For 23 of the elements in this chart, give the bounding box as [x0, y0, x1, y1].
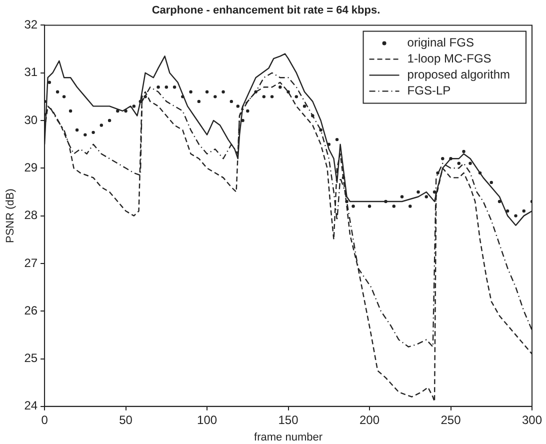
x-tick-label: 150 [278, 412, 299, 427]
legend-label: 1-loop MC-FGS [407, 52, 492, 66]
y-tick-label: 28 [24, 208, 38, 222]
y-tick-label: 26 [24, 303, 38, 318]
x-tick-label: 50 [119, 412, 133, 427]
legend-label: original FGS [407, 36, 474, 50]
x-tick-label: 100 [197, 412, 218, 427]
x-tick-label: 200 [360, 412, 380, 427]
y-tick-label: 25 [24, 351, 38, 366]
chart-title: Carphone - enhancement bit rate = 64 kbps. [152, 4, 380, 17]
y-axis-title: PSNR (dB) [4, 188, 17, 244]
y-tick-label: 31 [24, 65, 38, 80]
x-tick-label: 300 [522, 412, 542, 427]
y-tick-label: 29 [24, 160, 38, 174]
y-tick-label: 32 [24, 18, 38, 32]
x-tick-label: 0 [41, 412, 48, 427]
legend-label: FGS-LP [407, 84, 451, 98]
y-tick-label: 24 [24, 398, 38, 413]
x-tick-label: 250 [440, 412, 462, 427]
y-tick-label: 30 [24, 112, 38, 127]
x-axis-title: frame number [254, 431, 323, 444]
y-tick-label: 27 [24, 256, 38, 270]
legend-label: proposed algorithm [407, 68, 510, 82]
